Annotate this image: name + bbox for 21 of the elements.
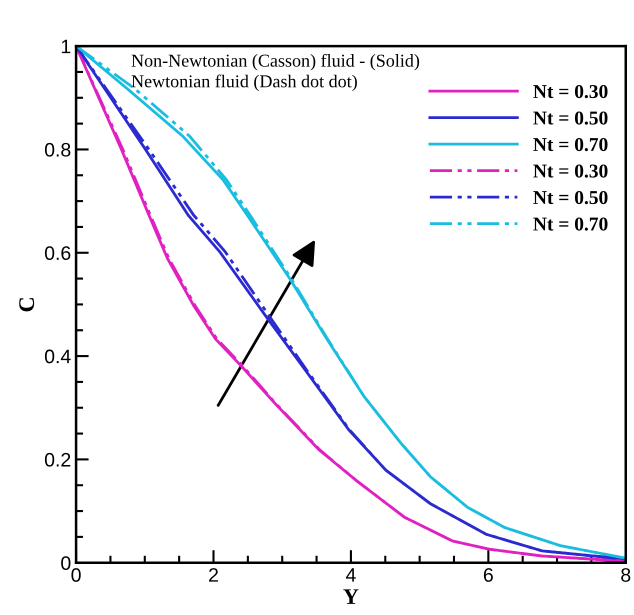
y-tick-label: 0 [61, 556, 70, 570]
x-axis-title: Y [343, 589, 359, 604]
annotation: Newtonian fluid (Dash dot dot) [132, 74, 357, 92]
legend-label: Nt = 0.30 [533, 84, 608, 98]
y-tick-label: 0.8 [44, 142, 70, 157]
legend-label: Nt = 0.70 [533, 217, 608, 231]
annotation: Non-Newtonian (Casson) fluid - (Solid) [132, 54, 420, 70]
x-tick-label: 4 [346, 568, 356, 582]
y-tick-label: 0.2 [44, 452, 70, 467]
legend-label: Nt = 0.50 [533, 190, 608, 204]
x-tick-label: 6 [484, 568, 493, 582]
y-tick-label: 0.4 [44, 350, 71, 364]
legend-label: Nt = 0.70 [533, 138, 608, 152]
y-axis-title: C [19, 298, 34, 312]
legend-label: Nt = 0.50 [533, 111, 608, 125]
y-tick-label: 0.6 [44, 246, 70, 260]
x-tick-label: 8 [621, 568, 630, 582]
y-tick-label: 1 [62, 40, 70, 54]
x-tick-label: 2 [209, 568, 218, 582]
x-tick-label: 0 [71, 568, 81, 582]
legend-label: Nt = 0.30 [533, 164, 608, 178]
